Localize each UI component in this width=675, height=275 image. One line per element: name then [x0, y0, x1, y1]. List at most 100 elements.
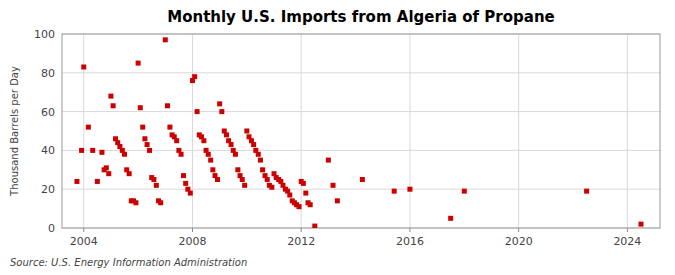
x-tick-label: 2008	[178, 235, 206, 248]
point	[312, 224, 317, 228]
point	[167, 125, 172, 130]
point	[174, 138, 179, 143]
x-tick-label: 2024	[613, 235, 641, 248]
point	[638, 222, 643, 227]
point	[195, 109, 200, 114]
y-grid-line	[62, 189, 660, 190]
point	[233, 152, 238, 157]
point	[462, 189, 467, 194]
point	[240, 177, 245, 182]
x-tick	[83, 228, 84, 232]
x-tick	[518, 228, 519, 232]
point	[151, 177, 156, 182]
y-grid-line	[62, 111, 660, 112]
point	[235, 167, 240, 172]
point	[201, 138, 206, 143]
point	[147, 148, 152, 153]
x-tick-label: 2004	[70, 235, 98, 248]
x-tick	[301, 228, 302, 232]
point	[407, 187, 412, 192]
source-note: Source: U.S. Energy Information Administ…	[10, 257, 247, 268]
point	[154, 183, 159, 188]
y-tick-label: 40	[41, 144, 55, 157]
point	[111, 103, 116, 108]
point	[106, 171, 111, 176]
point	[217, 101, 222, 106]
point	[448, 216, 453, 221]
point	[251, 142, 256, 147]
y-grid-line	[62, 72, 660, 73]
point	[242, 183, 247, 188]
point	[260, 167, 265, 172]
point	[258, 158, 263, 163]
point	[138, 105, 143, 110]
point	[86, 125, 91, 130]
point	[181, 173, 186, 178]
y-tick-label: 100	[34, 28, 55, 41]
y-tick-label: 20	[41, 183, 55, 196]
point	[206, 152, 211, 157]
x-tick	[627, 228, 628, 232]
point	[331, 183, 336, 188]
point	[108, 94, 113, 99]
point	[335, 198, 340, 203]
point	[99, 150, 104, 155]
x-grid-line	[83, 34, 84, 228]
point	[192, 74, 197, 79]
y-axis-label: Thousand Barrels per Day	[9, 66, 20, 197]
point	[79, 148, 84, 153]
x-tick-label: 2012	[287, 235, 315, 248]
point	[188, 191, 193, 196]
y-tick-label: 80	[41, 67, 55, 80]
point	[183, 181, 188, 186]
point	[244, 129, 249, 134]
point	[163, 37, 168, 42]
x-grid-line	[409, 34, 410, 228]
point	[287, 193, 292, 198]
point	[308, 202, 313, 207]
point	[219, 109, 224, 114]
point	[140, 125, 145, 130]
point	[360, 177, 365, 182]
point	[265, 177, 270, 182]
point	[210, 167, 215, 172]
point	[224, 132, 229, 137]
point	[122, 152, 127, 157]
point	[208, 158, 213, 163]
x-tick	[409, 228, 410, 232]
points	[74, 37, 643, 228]
point	[90, 148, 95, 153]
y-tick-label: 60	[41, 106, 55, 119]
point	[229, 142, 234, 147]
point	[215, 177, 220, 182]
point	[584, 189, 589, 194]
point	[95, 179, 100, 184]
x-grid-line	[518, 34, 519, 228]
plot-area	[62, 34, 660, 228]
x-grid-line	[301, 34, 302, 228]
point	[179, 152, 184, 157]
point	[74, 179, 79, 184]
point	[301, 181, 306, 186]
point	[256, 152, 261, 157]
x-tick-label: 2020	[505, 235, 533, 248]
x-grid-line	[627, 34, 628, 228]
point	[81, 64, 86, 69]
point	[303, 191, 308, 196]
y-tick-label: 0	[48, 222, 55, 235]
grid	[62, 34, 660, 228]
title: Monthly U.S. Imports from Algeria of Pro…	[167, 8, 555, 26]
x-tick	[192, 228, 193, 232]
point	[326, 158, 331, 163]
x-tick-label: 2016	[396, 235, 424, 248]
plot-frame	[62, 34, 660, 228]
point	[158, 200, 163, 205]
point	[165, 103, 170, 108]
x-grid-line	[192, 34, 193, 228]
point	[269, 185, 274, 190]
point	[297, 204, 302, 209]
point	[136, 61, 141, 66]
point	[104, 165, 109, 170]
point	[145, 142, 150, 147]
chart: 0 20 40 60 80 100 2004 2008 2012 2016 2020 2024 Mont…	[0, 0, 675, 275]
